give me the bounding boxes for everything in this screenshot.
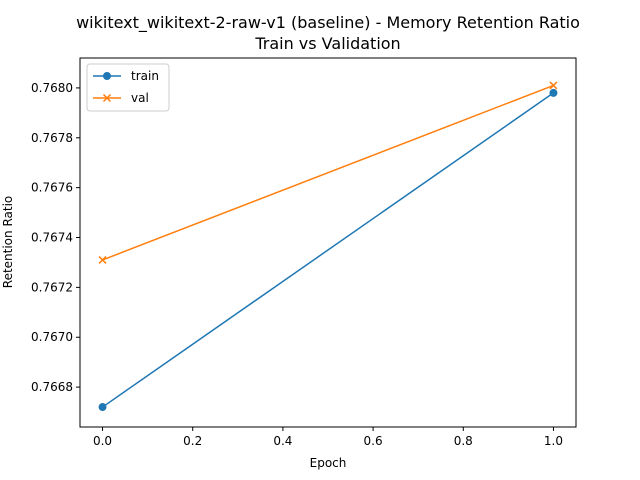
x-tick-label: 0.0	[93, 434, 112, 448]
series-line-val	[102, 84, 554, 261]
legend-item-train: train	[93, 69, 159, 83]
y-tick-label: 0.7678	[31, 131, 73, 145]
chart-subtitle: Train vs Validation	[254, 34, 400, 53]
y-tick-label: 0.7674	[31, 231, 73, 245]
series-layer	[98, 81, 558, 412]
y-tick-label: 0.7670	[31, 330, 73, 344]
legend: train val	[86, 63, 170, 112]
y-axis-ticks: 0.7668 0.7670 0.7672 0.7674 0.7676 0.7678 0.76…	[31, 81, 80, 394]
y-axis-label: Retention Ratio	[1, 196, 15, 288]
x-tick-label: 0.2	[183, 434, 202, 448]
series-train	[98, 88, 558, 412]
x-tick-label: 0.6	[364, 434, 383, 448]
x-tick-label: 0.4	[273, 434, 292, 448]
series-val	[98, 81, 558, 264]
y-tick-label: 0.7680	[31, 81, 73, 95]
y-tick-label: 0.7676	[31, 181, 73, 195]
legend-label-train: train	[131, 69, 159, 83]
legend-item-val: val	[93, 91, 149, 105]
legend-items: train val	[93, 69, 159, 105]
legend-marker-val	[102, 93, 112, 103]
x-axis-ticks: 0.0 0.2 0.4 0.6 0.8 1.0	[93, 427, 563, 448]
legend-marker-train	[103, 72, 111, 80]
y-tick-label: 0.7668	[31, 380, 73, 394]
x-tick-label: 0.8	[454, 434, 473, 448]
data-point-val	[98, 255, 107, 264]
plot-area-frame	[79, 57, 577, 428]
y-tick-label: 0.7672	[31, 280, 73, 294]
series-line-train	[102, 92, 554, 408]
x-tick-label: 1.0	[544, 434, 563, 448]
legend-label-val: val	[131, 91, 149, 105]
data-point-val	[549, 81, 558, 90]
x-axis-label: Epoch	[310, 456, 347, 470]
data-point-train	[549, 88, 558, 97]
data-point-train	[98, 403, 107, 412]
chart-title: wikitext_wikitext-2-raw-v1 (baseline) - …	[76, 13, 580, 33]
